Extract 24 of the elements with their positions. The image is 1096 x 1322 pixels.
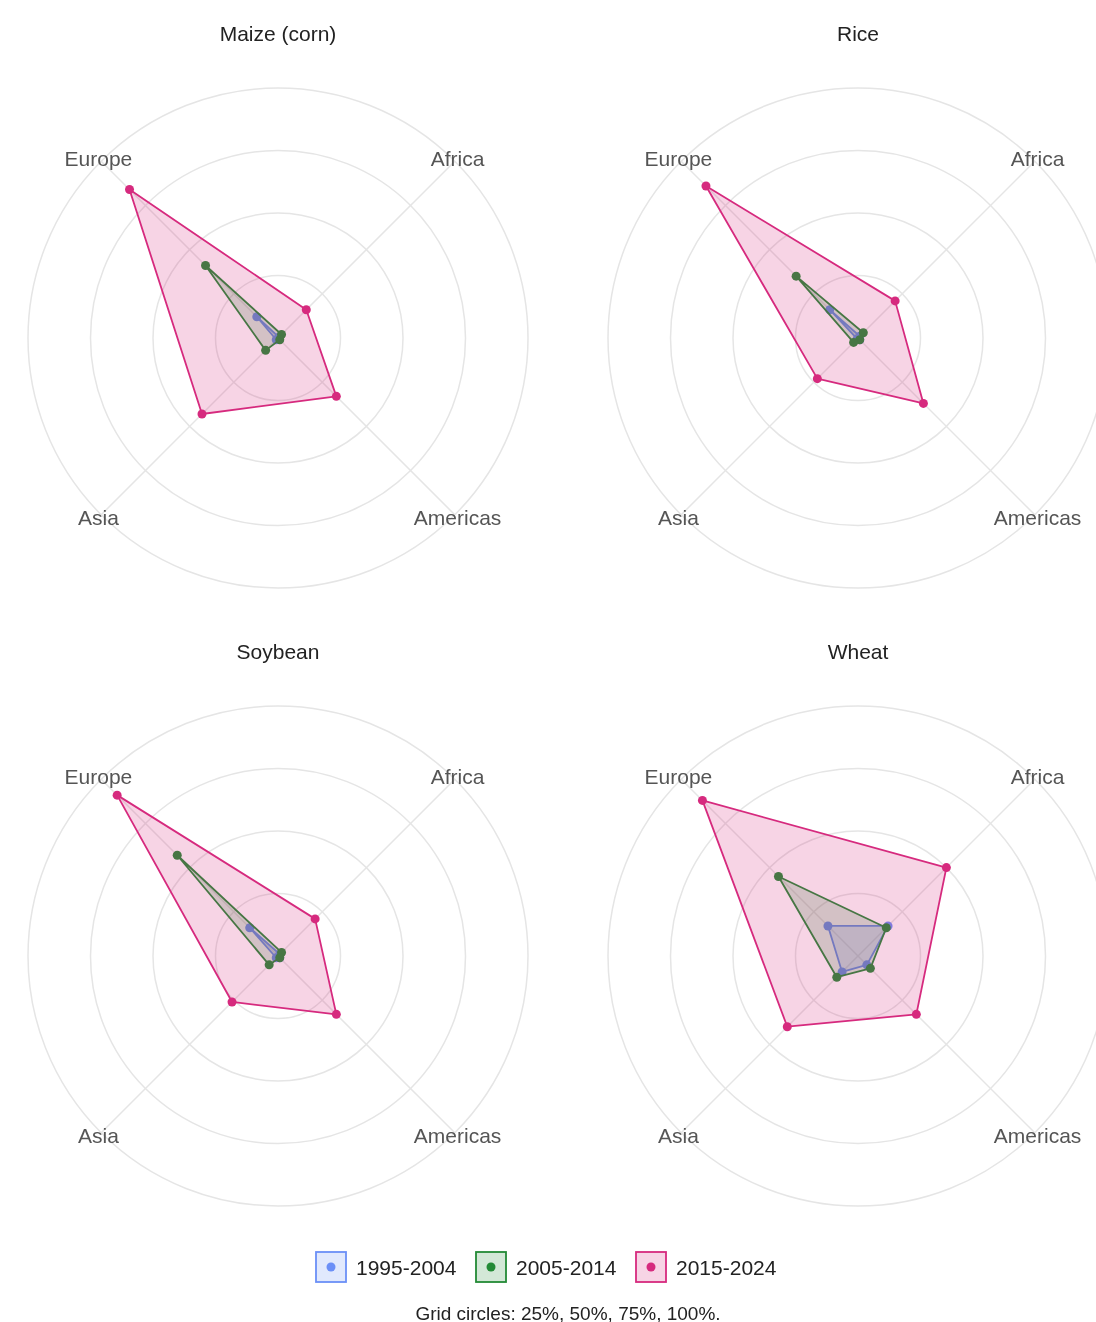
spoke-label: Europe [644, 146, 713, 170]
spoke-label: Africa [430, 146, 485, 170]
spoke-label: Americas [993, 506, 1082, 530]
spoke-label: Africa [430, 764, 485, 788]
spoke-label: Asia [657, 1124, 700, 1148]
spoke-label: Asia [657, 506, 700, 530]
spoke-label: Americas [993, 1124, 1082, 1148]
spoke-label: Asia [77, 1124, 120, 1148]
spoke-label: Americas [413, 506, 502, 530]
spoke-label: Asia [77, 506, 120, 530]
spoke-label: Europe [64, 146, 133, 170]
chart-title: Maize (corn) [219, 22, 337, 45]
text: Grid circles: 25%, 50%, 75%, 100%. [415, 1303, 721, 1322]
spoke-label: Europe [64, 764, 133, 788]
chart-title: Wheat [827, 640, 889, 663]
spoke-label: Africa [1010, 764, 1065, 788]
legend-label: 2015-2024 [676, 1255, 777, 1279]
legend-label: 1995-2004 [356, 1255, 457, 1279]
spoke-label: Americas [413, 1124, 502, 1148]
chart-title: Rice [836, 22, 880, 45]
legend-label: 2005-2014 [516, 1255, 617, 1279]
spoke-label: Africa [1010, 146, 1065, 170]
spoke-label: Europe [644, 764, 713, 788]
chart-title: Soybean [236, 640, 320, 663]
